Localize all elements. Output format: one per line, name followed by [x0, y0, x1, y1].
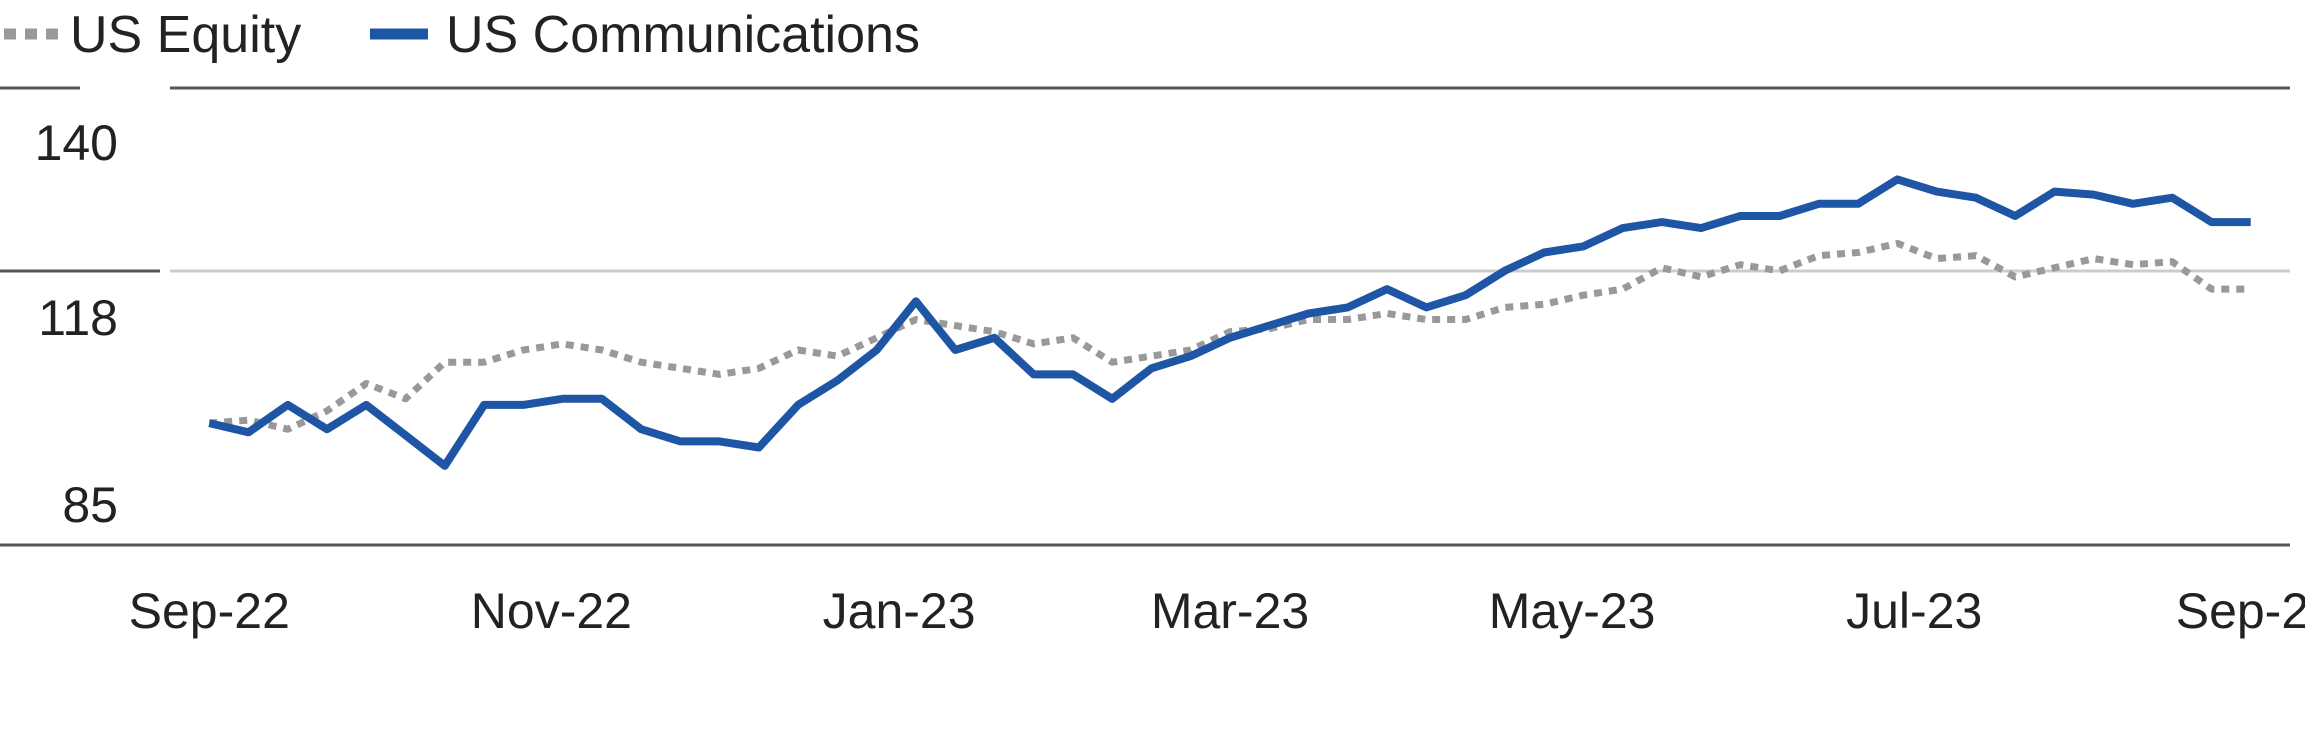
- y-tick-label: 140: [35, 115, 118, 171]
- series-layer: [208, 175, 2251, 470]
- legend-label-us-communications: US Communications: [446, 6, 920, 64]
- x-tick-label: Jan-23: [823, 583, 976, 639]
- y-axis-ticks: 85 118 140: [35, 115, 118, 533]
- y-tick-label: 118: [38, 290, 118, 346]
- x-axis-ticks: Sep-22 Nov-22 Jan-23 Mar-23 May-23 Jul-23 Sep-…: [129, 583, 2305, 639]
- series-line-us-communications: [208, 175, 2251, 470]
- x-tick-label: Jul-23: [1846, 583, 1982, 639]
- y-tick-label: 85: [62, 477, 118, 533]
- legend: US Equity US Communications: [4, 6, 920, 64]
- x-tick-label: May-23: [1489, 583, 1656, 639]
- x-tick-label: Nov-22: [471, 583, 632, 639]
- gridlines: [0, 86, 2290, 547]
- x-tick-label: Sep-22: [129, 583, 290, 639]
- legend-label-us-equity: US Equity: [70, 6, 301, 64]
- x-tick-label: Sep-23: [2176, 583, 2305, 639]
- x-tick-label: Mar-23: [1151, 583, 1309, 639]
- series-line-us-equity: [209, 239, 2251, 433]
